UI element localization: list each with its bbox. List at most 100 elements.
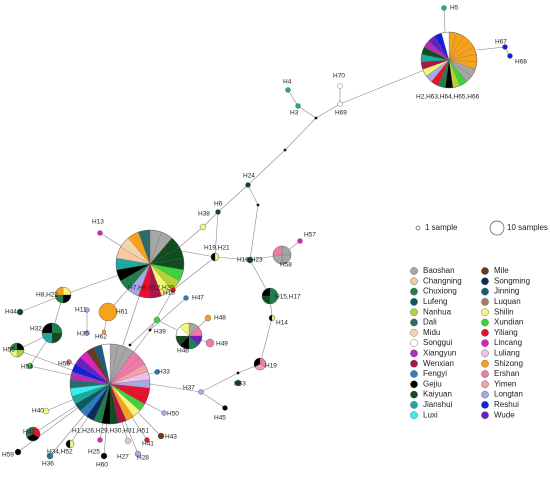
legend-swatch <box>481 267 489 275</box>
haplotype: H24 <box>243 173 255 188</box>
legend-swatch <box>410 267 418 275</box>
legend-swatch <box>481 370 489 378</box>
edge <box>247 184 259 261</box>
haplotype-outline <box>46 452 54 460</box>
haplotype-circle <box>66 359 72 365</box>
legend-swatch <box>410 370 418 378</box>
nodes: H5 H67 H68 H2,H63,H64,H65,H66 H70 H69 H4 H3 H24 H… <box>2 5 527 469</box>
haplotype-outline <box>65 439 75 449</box>
legend-swatch <box>410 380 418 389</box>
haplotype-label: H35 <box>77 331 89 338</box>
legend-swatch <box>410 318 418 327</box>
haplotype-circle <box>144 437 150 443</box>
haplotype-label: H24 <box>243 173 255 180</box>
haplotype: H40 <box>32 408 50 415</box>
haplotype-label: H32 <box>30 326 42 333</box>
haplotype-label: H43 <box>165 434 177 441</box>
legend-swatch <box>410 328 418 337</box>
haplotype: H6 <box>214 201 223 215</box>
haplotype: H32 <box>30 322 63 344</box>
legend-swatch <box>410 308 418 317</box>
legend-label: Lincang <box>494 338 522 347</box>
haplotype: H36 <box>42 452 54 468</box>
haplotype-label: H27 <box>117 454 129 461</box>
legend-swatch <box>410 411 418 420</box>
legend-label: Lufeng <box>423 297 447 306</box>
legend-label: Mile <box>494 266 509 275</box>
haplotype: H47 <box>183 295 204 302</box>
haplotype: H34,H52 <box>47 439 75 456</box>
haplotype-outline <box>69 343 151 425</box>
haplotype-label: H56 <box>58 361 70 368</box>
haplotype-circle <box>98 302 118 322</box>
haplotype: H16,H23 <box>237 257 263 264</box>
haplotype-circle <box>84 307 90 313</box>
haplotype-label: H11 <box>75 307 87 314</box>
haplotype: H8,H22 <box>36 286 72 304</box>
haplotype-outline <box>268 314 276 322</box>
legend-swatch <box>481 401 489 409</box>
haplotype-circle <box>157 432 165 440</box>
haplotype-circle <box>101 329 107 335</box>
haplotype: H60 <box>96 452 108 469</box>
legend-label: Shizong <box>494 359 523 368</box>
haplotype-label: H4 <box>283 79 292 86</box>
legend-swatch <box>410 359 418 368</box>
haplotype: H2,H63,H64,H65,H66 <box>416 31 480 101</box>
haplotype-label: H67 <box>495 39 507 46</box>
haplotype-label: H7,H9,H12,H20 <box>128 285 174 292</box>
haplotype: H1,H26,H29,H30,H31,H51 <box>69 343 151 435</box>
haplotype-outline <box>9 342 25 358</box>
haplotype-label: H62 <box>95 334 107 341</box>
haplotype-circle <box>100 452 108 460</box>
haplotype: H19 <box>253 357 277 371</box>
haplotype: H18 <box>163 287 176 297</box>
haplotype: H3 <box>290 103 301 117</box>
haplotype: H25 <box>88 437 103 456</box>
legend-swatch <box>410 277 418 286</box>
legend-swatch <box>410 298 418 306</box>
haplotype: H43 <box>157 432 177 441</box>
edge <box>200 391 226 409</box>
haplotype-label: H19 <box>265 363 277 370</box>
haplotype-circle <box>507 53 513 59</box>
haplotype: H68 <box>507 53 527 66</box>
legend-swatch <box>481 359 489 368</box>
haplotype-outline <box>54 286 72 304</box>
haplotype: H19,H21 <box>204 245 230 262</box>
haplotype-label: H59 <box>2 452 14 459</box>
haplotype-label: H1,H26,H29,H30,H31,H51 <box>72 428 149 435</box>
haplotype-label: H69 <box>335 110 347 117</box>
haplotype-circle <box>97 437 103 443</box>
legend-swatch <box>481 287 489 296</box>
pie-slice <box>268 314 273 322</box>
legend-swatch <box>481 390 489 399</box>
haplotype-circle <box>337 83 343 89</box>
haplotype-label: H39 <box>154 329 166 336</box>
haplotype-label: H3 <box>290 110 299 117</box>
haplotype-label: H50 <box>167 411 179 418</box>
legend-swatch <box>481 277 489 286</box>
haplotype-circle <box>246 256 254 264</box>
legend-label: Shilin <box>494 307 514 316</box>
legend-label: Fengyi <box>423 369 447 378</box>
legend-label: Ershan <box>494 369 519 378</box>
haplotype-outline <box>210 252 220 262</box>
haplotype: H61 <box>98 302 128 322</box>
haplotype-label: H25 <box>88 449 100 456</box>
haplotype-label: H6 <box>214 201 223 208</box>
haplotype-circle <box>441 5 447 11</box>
haplotype: H4 <box>283 79 292 93</box>
legend-swatch <box>481 318 489 327</box>
haplotype-circle <box>170 287 176 293</box>
haplotype-outline <box>41 322 63 344</box>
haplotype-circle <box>245 182 251 188</box>
haplotype-label: H68 <box>515 59 527 66</box>
legend-label: Luxi <box>423 410 438 419</box>
haplotype: H70 <box>333 73 345 89</box>
size-label: 10 samples <box>507 223 548 232</box>
haplotype: H11 <box>75 307 90 314</box>
legend-swatch <box>410 349 418 358</box>
